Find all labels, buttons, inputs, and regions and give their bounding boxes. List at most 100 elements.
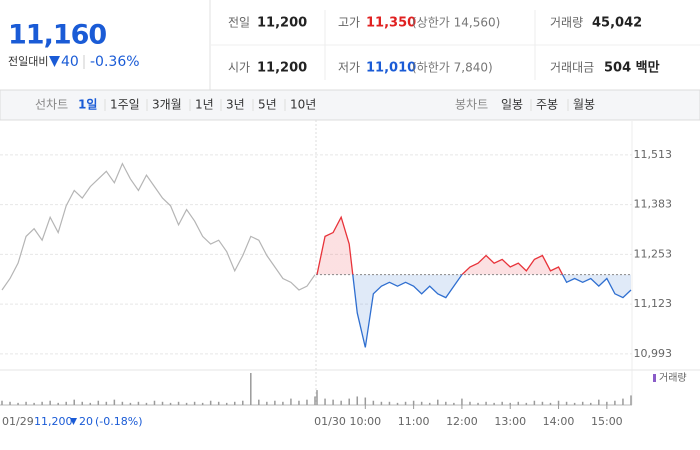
down-arrow (49, 56, 60, 67)
volume-bar (274, 400, 276, 405)
stat-value: 504 백만 (604, 60, 660, 76)
volume-bar (105, 401, 108, 405)
volume-bar (145, 402, 148, 405)
x-tick-label: 15:00 (591, 415, 623, 428)
volume-bar (314, 396, 316, 405)
tab[interactable]: 월봉 (573, 98, 595, 112)
stat-label: 거래량 (550, 16, 583, 30)
change-label: 전일대비 (8, 54, 48, 68)
stat-value: 45,042 (592, 16, 642, 31)
tab[interactable]: 5년 (258, 98, 277, 112)
volume-bar (461, 398, 463, 405)
volume-bar (193, 401, 196, 405)
volume-bar (428, 402, 431, 405)
y-tick-label: 11,513 (634, 148, 673, 161)
volume-bar (598, 399, 600, 405)
tab[interactable]: 1주일 (110, 98, 140, 112)
tab[interactable]: 10년 (290, 98, 316, 112)
volume-bar (501, 401, 503, 405)
y-tick-label: 11,383 (634, 198, 673, 211)
volume-bar (324, 398, 326, 405)
volume-bar (630, 395, 632, 405)
volume-bar (137, 401, 140, 405)
volume-bar (372, 400, 375, 405)
x-tick-label: 14:00 (543, 415, 575, 428)
tab[interactable]: 3년 (226, 98, 245, 112)
volume-bar (306, 399, 308, 405)
stat-value: 11,200 (257, 16, 307, 31)
volume-bar (453, 402, 455, 405)
volume-bar (509, 402, 511, 405)
stat-label: 전일 (228, 16, 250, 30)
tab[interactable]: 일봉 (501, 98, 523, 112)
volume-bar (437, 399, 439, 405)
volume-bar (113, 399, 116, 405)
volume-bar (364, 397, 367, 405)
down-arrow (70, 418, 77, 425)
volume-bar (73, 399, 75, 405)
x-tick-label: 13:00 (494, 415, 526, 428)
stat-label: 거래대금 (550, 61, 594, 75)
volume-bar (622, 398, 624, 405)
y-tick-label: 11,123 (634, 297, 673, 310)
tab-group-label: 봉차트 (455, 98, 488, 112)
volume-bar (614, 400, 616, 405)
volume-bar (541, 401, 544, 405)
tab[interactable]: 3개월 (152, 98, 182, 112)
volume-bar (298, 400, 300, 405)
volume-bar (348, 398, 350, 405)
volume-bar (493, 402, 495, 405)
area (317, 217, 631, 348)
price-line (316, 215, 632, 348)
date-label: 01/29 (2, 415, 34, 428)
volume-bar (258, 399, 260, 405)
y-tick-label: 10,993 (634, 347, 673, 360)
tab[interactable]: 1년 (195, 98, 214, 112)
volume-bar (549, 402, 552, 405)
volume-bar (420, 401, 423, 405)
stat-label: 저가 (338, 61, 360, 75)
volume-bar (89, 402, 92, 405)
volume-bar (380, 401, 383, 405)
volume-bar (41, 401, 43, 405)
volume-bar (316, 390, 318, 405)
volume-bar (153, 400, 156, 405)
volume-bar (1, 400, 3, 405)
volume-bar (412, 400, 415, 405)
volume-bar (589, 402, 592, 405)
volume-bar (177, 401, 180, 405)
volume-bar (57, 402, 59, 405)
volume-bar (332, 399, 334, 405)
legend-swatch (653, 374, 656, 382)
date-label: 01/30 (314, 415, 346, 428)
volume-bar (266, 401, 268, 405)
tab[interactable]: 1일 (78, 98, 97, 112)
stat-label: 시가 (228, 61, 250, 75)
stat-value: 11,010 (366, 61, 416, 76)
volume-bar (65, 401, 67, 405)
volume-bar (121, 401, 124, 405)
change: 40 (61, 54, 79, 70)
volume-bar (388, 401, 391, 405)
price: 11,160 (8, 20, 106, 51)
prev-line (1, 162, 316, 291)
prev-pct: (-0.18%) (95, 415, 143, 428)
volume-bar (525, 402, 528, 405)
x-tick-label: 10:00 (349, 415, 381, 428)
volume-bar (340, 400, 342, 405)
volume-bar (217, 401, 220, 405)
volume-bar (81, 401, 84, 405)
volume-bar (557, 400, 560, 405)
stat-value: 11,350 (366, 16, 416, 31)
tab[interactable]: 주봉 (536, 98, 558, 112)
volume-bar (356, 396, 359, 405)
volume-bar (9, 401, 11, 405)
volume-bar (282, 401, 284, 405)
volume-bar (233, 401, 236, 405)
volume-bar (533, 400, 536, 405)
volume-bar (97, 400, 100, 405)
volume-bar (573, 402, 576, 405)
change-pct: -0.36% (90, 54, 140, 70)
